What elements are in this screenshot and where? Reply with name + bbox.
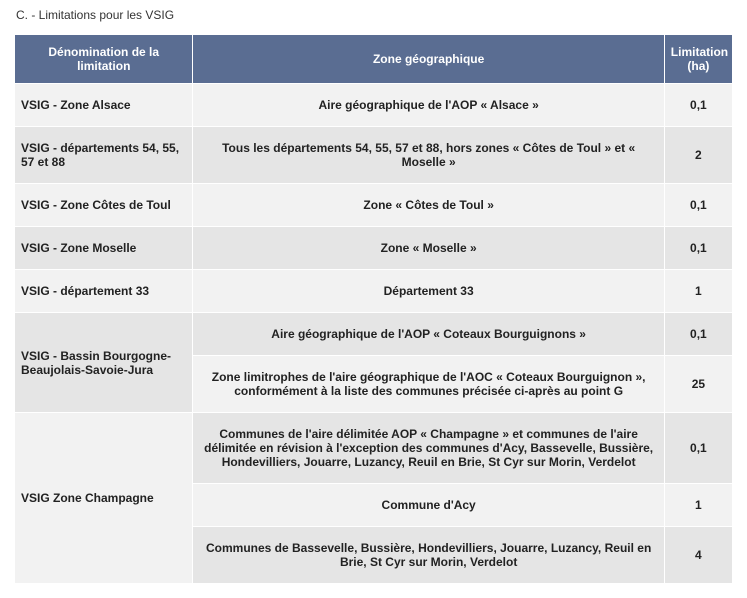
cell-denom: VSIG - Zone Côtes de Toul xyxy=(15,184,193,227)
table-row: VSIG - Zone MoselleZone « Moselle »0,1 xyxy=(15,227,733,270)
header-limit: Limitation (ha) xyxy=(664,35,732,84)
cell-zone: Communes de l'aire délimitée AOP « Champ… xyxy=(193,413,664,484)
table-row: VSIG - Zone Côtes de ToulZone « Côtes de… xyxy=(15,184,733,227)
cell-zone: Communes de Bassevelle, Bussière, Hondev… xyxy=(193,527,664,584)
cell-limit: 25 xyxy=(664,356,732,413)
cell-zone: Zone « Moselle » xyxy=(193,227,664,270)
cell-limit: 1 xyxy=(664,484,732,527)
cell-denom: VSIG - Bassin Bourgogne-Beaujolais-Savoi… xyxy=(15,313,193,413)
cell-zone: Aire géographique de l'AOP « Alsace » xyxy=(193,84,664,127)
cell-limit: 2 xyxy=(664,127,732,184)
limitations-table: Dénomination de la limitation Zone géogr… xyxy=(14,34,733,584)
cell-limit: 0,1 xyxy=(664,313,732,356)
table-row: VSIG - département 33Département 331 xyxy=(15,270,733,313)
cell-denom: VSIG Zone Champagne xyxy=(15,413,193,584)
page: C. - Limitations pour les VSIG Dénominat… xyxy=(0,0,747,598)
table-row: VSIG - départements 54, 55, 57 et 88Tous… xyxy=(15,127,733,184)
cell-limit: 1 xyxy=(664,270,732,313)
table-row: VSIG - Zone AlsaceAire géographique de l… xyxy=(15,84,733,127)
cell-denom: VSIG - département 33 xyxy=(15,270,193,313)
cell-denom: VSIG - Zone Moselle xyxy=(15,227,193,270)
cell-zone: Zone limitrophes de l'aire géographique … xyxy=(193,356,664,413)
header-denom: Dénomination de la limitation xyxy=(15,35,193,84)
section-title: C. - Limitations pour les VSIG xyxy=(16,8,733,22)
cell-zone: Zone « Côtes de Toul » xyxy=(193,184,664,227)
cell-limit: 0,1 xyxy=(664,84,732,127)
cell-zone: Aire géographique de l'AOP « Coteaux Bou… xyxy=(193,313,664,356)
cell-denom: VSIG - départements 54, 55, 57 et 88 xyxy=(15,127,193,184)
header-zone: Zone géographique xyxy=(193,35,664,84)
table-row: VSIG - Bassin Bourgogne-Beaujolais-Savoi… xyxy=(15,313,733,356)
cell-limit: 4 xyxy=(664,527,732,584)
table-row: VSIG Zone ChampagneCommunes de l'aire dé… xyxy=(15,413,733,484)
cell-zone: Tous les départements 54, 55, 57 et 88, … xyxy=(193,127,664,184)
cell-zone: Département 33 xyxy=(193,270,664,313)
table-body: VSIG - Zone AlsaceAire géographique de l… xyxy=(15,84,733,584)
cell-zone: Commune d'Acy xyxy=(193,484,664,527)
cell-limit: 0,1 xyxy=(664,184,732,227)
cell-limit: 0,1 xyxy=(664,413,732,484)
cell-denom: VSIG - Zone Alsace xyxy=(15,84,193,127)
table-header-row: Dénomination de la limitation Zone géogr… xyxy=(15,35,733,84)
cell-limit: 0,1 xyxy=(664,227,732,270)
